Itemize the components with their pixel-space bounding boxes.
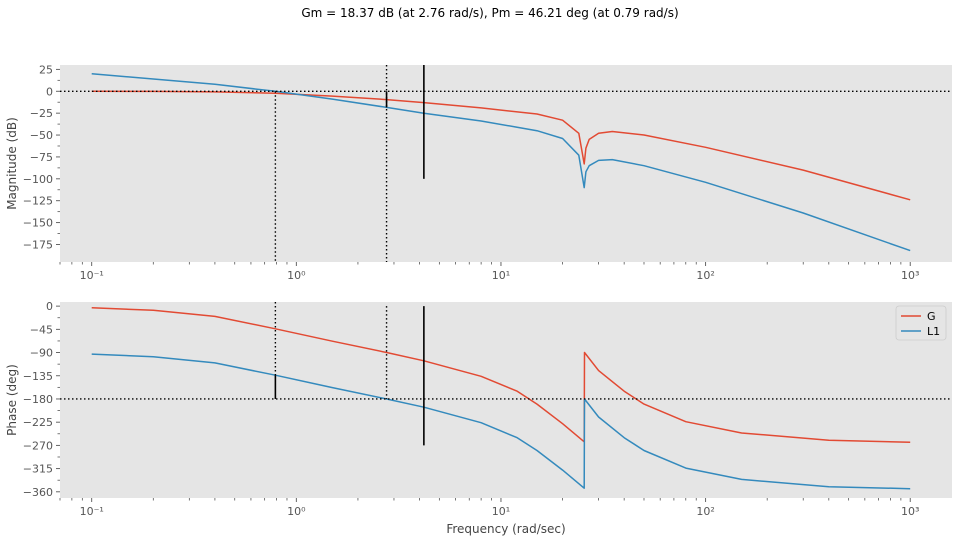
x-tick-label: 10³ bbox=[901, 269, 919, 282]
y-tick-label: −150 bbox=[23, 217, 53, 230]
x-tick-label: 10³ bbox=[901, 505, 919, 518]
y-axis-label: Magnitude (dB) bbox=[5, 117, 19, 210]
series-line-L1 bbox=[91, 353, 911, 490]
plot-area bbox=[60, 302, 952, 498]
series-line-G bbox=[91, 306, 911, 444]
x-tick-label: 10⁻¹ bbox=[80, 505, 104, 518]
y-tick-label: −225 bbox=[23, 416, 53, 429]
y-tick-label: −175 bbox=[23, 238, 53, 251]
y-tick-label: −315 bbox=[23, 463, 53, 476]
y-axis-label: Phase (deg) bbox=[5, 364, 19, 436]
y-tick-label: −135 bbox=[23, 370, 53, 383]
y-tick-label: −270 bbox=[23, 439, 53, 452]
magnitude-plot: 10⁻¹ 10⁰ 10¹ 10² 10³ 25 0 −25 −50 −75 −100 −125 −150… bbox=[5, 63, 952, 282]
plot-area bbox=[60, 65, 952, 262]
y-tick-label: −360 bbox=[23, 486, 53, 499]
x-tick-label: 10¹ bbox=[492, 269, 510, 282]
phase-plot: 10⁻¹ 10⁰ 10¹ 10² 10³ 0 −45 −90 −135 −180 −225 −270 −… bbox=[5, 300, 952, 536]
x-tick-label: 10⁰ bbox=[287, 269, 306, 282]
x-tick-label: 10⁻¹ bbox=[80, 269, 104, 282]
y-tick-label: 25 bbox=[39, 63, 53, 76]
x-tick-label: 10¹ bbox=[492, 505, 510, 518]
y-tick-label: −45 bbox=[30, 323, 53, 336]
figure-title: Gm = 18.37 dB (at 2.76 rad/s), Pm = 46.2… bbox=[301, 6, 678, 20]
y-tick-label: 0 bbox=[46, 85, 53, 98]
x-tick-label: 10² bbox=[696, 269, 714, 282]
y-tick-label: 0 bbox=[46, 300, 53, 313]
series-line-L1 bbox=[91, 73, 911, 252]
y-tick-label: −90 bbox=[30, 347, 53, 360]
y-tick-label: −25 bbox=[30, 107, 53, 120]
x-tick-label: 10² bbox=[696, 505, 714, 518]
legend: G L1 bbox=[895, 305, 947, 341]
y-tick-label: −100 bbox=[23, 173, 53, 186]
y-tick-label: −50 bbox=[30, 129, 53, 142]
y-tick-label: −75 bbox=[30, 151, 53, 164]
legend-label-L1: L1 bbox=[927, 325, 940, 338]
x-axis-label: Frequency (rad/sec) bbox=[446, 522, 565, 536]
legend-label-G: G bbox=[927, 310, 936, 323]
series-line-G bbox=[91, 90, 911, 201]
y-tick-label: −180 bbox=[23, 393, 53, 406]
y-tick-label: −125 bbox=[23, 195, 53, 208]
x-tick-label: 10⁰ bbox=[287, 505, 306, 518]
